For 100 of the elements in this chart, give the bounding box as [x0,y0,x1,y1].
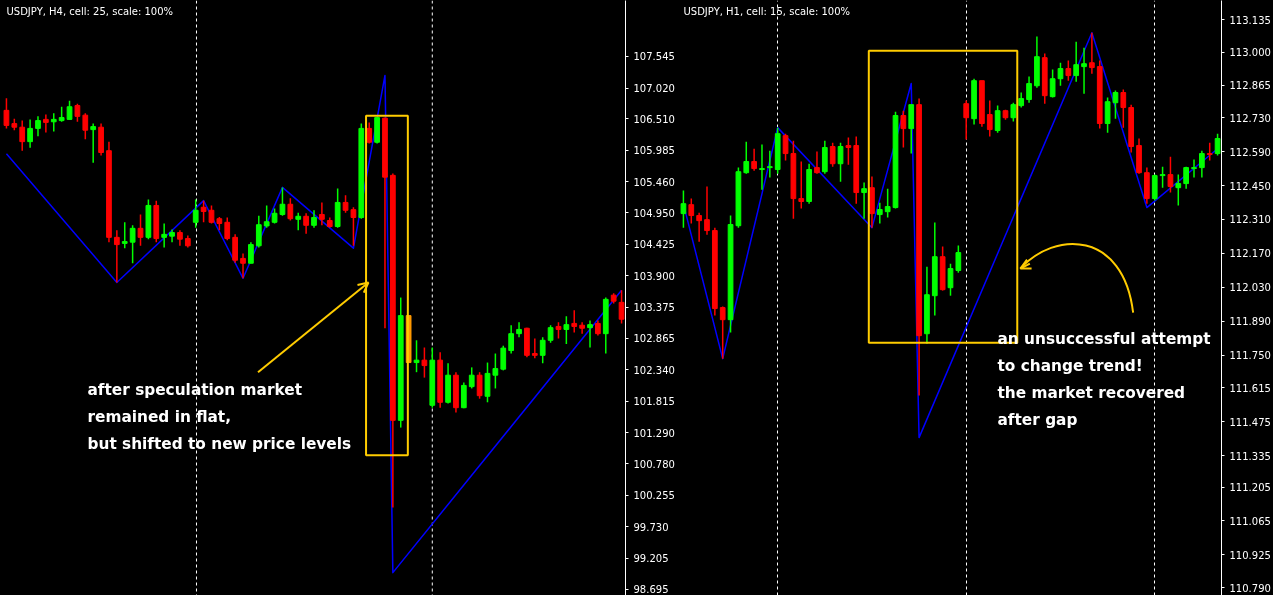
y-tick-label: 112.170 [1229,248,1271,260]
y-tick-label: 111.335 [1229,450,1271,462]
candlestick [3,97,10,130]
y-tick-label: 107.545 [633,51,675,63]
candlestick [1151,173,1158,202]
y-tick-label: 106.510 [633,113,675,125]
candlestick [1120,88,1127,129]
candlestick [476,371,483,400]
candlestick [66,99,73,121]
candlestick [1049,68,1056,99]
y-tick-label: 104.425 [633,239,675,251]
y-tick-label: 98.695 [633,584,669,595]
y-tick-label: 110.790 [1229,582,1271,594]
candlestick [43,113,49,134]
candlestick [1073,40,1080,83]
candlestick [248,241,254,264]
candlestick [751,147,757,172]
y-tick-label: 112.865 [1229,80,1271,92]
candlestick [50,112,57,133]
candlestick [460,381,467,410]
candlestick [798,160,805,210]
y-tick-label: 99.205 [633,553,669,565]
y-tick-label: 111.475 [1229,416,1271,428]
candlestick [531,337,538,360]
candlestick [468,366,475,390]
candlestick [1010,101,1017,123]
candlestick [876,201,883,225]
candlestick [719,305,726,360]
y-tick-label: 99.730 [633,521,669,533]
candlestick [121,221,128,249]
candlestick [82,112,89,140]
candlestick [563,315,570,345]
candlestick [743,140,750,175]
y-tick-label: 102.340 [633,364,675,376]
y-tick-label: 107.020 [633,83,675,95]
y-tick-label: 105.985 [633,145,675,157]
candlestick [1089,31,1095,75]
candlestick [1026,75,1032,104]
candlestick [319,201,325,227]
candlestick [1167,155,1174,194]
candlestick [161,222,168,249]
candlestick [137,213,144,247]
text: USDJPY, H4, cell: 25, scale: 100% [6,5,174,17]
candlestick [766,149,773,179]
y-tick-label: 111.750 [1229,350,1271,362]
candlestick [19,119,26,152]
candlestick [1214,132,1221,157]
candlestick [900,109,907,149]
candlestick [587,319,593,349]
candlestick [1081,46,1087,95]
candlestick [963,99,970,141]
candlestick [1159,165,1166,189]
candlestick [688,197,695,225]
text: USDJPY, H1, cell: 15, scale: 100% [683,5,851,17]
candlestick [1191,158,1197,179]
y-tick-label: 112.730 [1229,112,1271,124]
y-tick-label: 103.900 [633,270,675,282]
y-tick-label: 103.375 [633,302,675,314]
candlestick [1057,61,1064,87]
candlestick [90,122,97,164]
candlestick [704,185,710,236]
y-tick-label: 113.000 [1229,47,1271,59]
y-tick-label: 111.890 [1229,316,1271,328]
candlestick [232,233,239,264]
candlestick [192,198,199,229]
y-tick-label: 110.925 [1229,549,1271,561]
candlestick [986,99,993,138]
candlestick [837,141,844,183]
candlestick [263,204,270,229]
candlestick [1199,149,1205,179]
candlestick [500,344,507,372]
candlestick [1065,59,1072,82]
candlestick [350,206,357,247]
y-tick-label: 113.135 [1229,14,1271,26]
candlestick [287,197,294,222]
candlestick [129,224,136,264]
candlestick [74,102,81,123]
line-series [5,74,623,574]
candlestick [845,136,852,166]
y-tick-label: 112.030 [1229,282,1271,294]
y-tick-label: 100.255 [633,490,675,502]
candlestick [421,346,428,379]
candlestick [508,324,515,355]
candlestick [113,229,120,284]
candlestick [618,289,625,325]
y-tick-label: 112.590 [1229,146,1271,158]
candlestick [994,104,1001,134]
y-tick-label: 105.460 [633,176,675,188]
y-tick-label: 101.815 [633,396,675,408]
candlestick [680,189,687,229]
y-tick-label: 111.615 [1229,382,1271,394]
candlestick [295,211,302,231]
candlestick [413,339,420,373]
candlestick [571,309,578,334]
y-tick-label: 101.290 [633,427,675,439]
y-tick-label: 112.450 [1229,180,1271,192]
candlestick [908,103,915,155]
candlestick [579,321,585,335]
candlestick [759,143,765,191]
y-tick-label: 100.780 [633,458,675,470]
